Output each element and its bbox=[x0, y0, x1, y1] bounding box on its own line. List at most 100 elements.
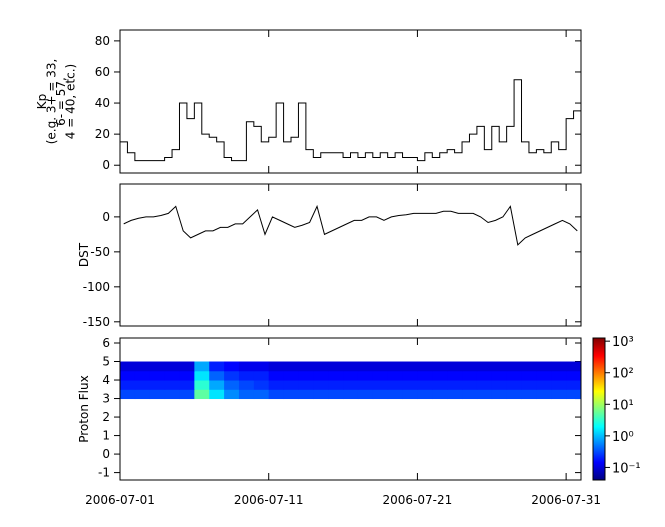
flux-cell bbox=[372, 370, 389, 381]
flux-cell bbox=[209, 361, 225, 372]
flux-cell bbox=[194, 389, 210, 400]
flux-cell bbox=[209, 380, 225, 390]
dst-line bbox=[123, 204, 578, 246]
flux-cell bbox=[134, 370, 151, 381]
flux-cell bbox=[328, 389, 344, 400]
flux-cell bbox=[298, 370, 314, 381]
flux-cell bbox=[343, 389, 359, 400]
flux-cell bbox=[253, 370, 270, 381]
flux-cell bbox=[283, 361, 299, 372]
flux-cell bbox=[551, 380, 567, 390]
flux-cell bbox=[536, 370, 552, 381]
y-tick-label: 80 bbox=[95, 34, 110, 48]
flux-cell bbox=[387, 361, 404, 372]
flux-cell bbox=[462, 370, 478, 381]
flux-cell bbox=[417, 389, 433, 400]
flux-cell bbox=[566, 389, 582, 400]
flux-cell bbox=[164, 389, 180, 400]
flux-cell bbox=[462, 380, 478, 390]
flux-cell bbox=[179, 370, 195, 381]
colorbar-tick-label: 10³ bbox=[612, 335, 634, 350]
flux-cell bbox=[566, 380, 582, 390]
flux-cell bbox=[164, 361, 180, 372]
flux-cell bbox=[268, 370, 285, 381]
flux-cell bbox=[253, 361, 270, 372]
flux-cell bbox=[283, 389, 299, 400]
flux-cell bbox=[357, 370, 374, 381]
flux-cell bbox=[268, 389, 285, 400]
flux-cell bbox=[179, 361, 195, 372]
flux-cell bbox=[491, 380, 508, 390]
flux-cell bbox=[387, 380, 404, 390]
flux-cell bbox=[149, 380, 166, 390]
x-tick-label: 2006-07-01 bbox=[85, 493, 155, 507]
flux-cell bbox=[134, 361, 151, 372]
y-tick-label: -1 bbox=[98, 466, 110, 480]
flux-cell bbox=[238, 370, 255, 381]
y-axis-label: (e.g. 3+ = 33, bbox=[45, 59, 59, 145]
flux-cell bbox=[432, 389, 448, 400]
flux-cell bbox=[476, 389, 493, 400]
flux-cell bbox=[402, 361, 418, 372]
y-axis-label: Proton Flux bbox=[77, 375, 91, 442]
y-tick-label: 2 bbox=[102, 410, 110, 424]
flux-cell bbox=[343, 361, 359, 372]
flux-cell bbox=[372, 361, 389, 372]
flux-cell bbox=[313, 389, 329, 400]
x-tick-label: 2006-07-31 bbox=[531, 493, 601, 507]
flux-cell bbox=[521, 380, 537, 390]
x-tick-label: 2006-07-21 bbox=[383, 493, 453, 507]
flux-cell bbox=[506, 361, 523, 372]
flux-cell bbox=[283, 370, 299, 381]
flux-cell bbox=[417, 361, 433, 372]
y-tick-label: 4 bbox=[102, 373, 110, 387]
flux-cell bbox=[149, 389, 166, 400]
flux-cell bbox=[417, 370, 433, 381]
flux-cell bbox=[357, 389, 374, 400]
flux-cell bbox=[209, 389, 225, 400]
flux-cell bbox=[298, 361, 314, 372]
flux-cell bbox=[462, 389, 478, 400]
y-axis-label: Kp bbox=[35, 94, 49, 110]
x-tick-label: 2006-07-11 bbox=[234, 493, 304, 507]
y-tick-label: -150 bbox=[83, 315, 110, 329]
flux-cell bbox=[402, 370, 418, 381]
flux-cell bbox=[328, 380, 344, 390]
flux-cell bbox=[402, 389, 418, 400]
flux-cell bbox=[536, 361, 552, 372]
y-tick-label: 5 bbox=[102, 355, 110, 369]
y-tick-label: 0 bbox=[102, 210, 110, 224]
y-tick-label: 3 bbox=[102, 392, 110, 406]
flux-cell bbox=[476, 380, 493, 390]
flux-cell bbox=[476, 370, 493, 381]
flux-cell bbox=[149, 370, 166, 381]
flux-cell bbox=[164, 380, 180, 390]
flux-cell bbox=[462, 361, 478, 372]
colorbar-tick-label: 10¹ bbox=[612, 398, 634, 413]
flux-cell bbox=[253, 389, 270, 400]
flux-cell bbox=[551, 389, 567, 400]
flux-cell bbox=[476, 361, 493, 372]
flux-cell bbox=[372, 380, 389, 390]
y-axis-label: DST bbox=[77, 242, 91, 267]
flux-cell bbox=[194, 380, 210, 390]
flux-cell bbox=[238, 380, 255, 390]
flux-cell bbox=[521, 361, 537, 372]
flux-cell bbox=[283, 380, 299, 390]
flux-cell bbox=[120, 389, 136, 400]
flux-cell bbox=[551, 361, 567, 372]
flux-cell bbox=[506, 389, 523, 400]
flux-cell bbox=[521, 389, 537, 400]
y-tick-label: -100 bbox=[83, 280, 110, 294]
flux-cell bbox=[506, 370, 523, 381]
flux-cell bbox=[134, 380, 151, 390]
flux-cell bbox=[343, 370, 359, 381]
flux-cell bbox=[120, 370, 136, 381]
panel-frame bbox=[119, 337, 582, 481]
flux-cell bbox=[268, 380, 285, 390]
flux-cell bbox=[432, 380, 448, 390]
kp-line bbox=[120, 79, 581, 162]
y-tick-label: 60 bbox=[95, 65, 110, 79]
flux-cell bbox=[238, 389, 255, 400]
